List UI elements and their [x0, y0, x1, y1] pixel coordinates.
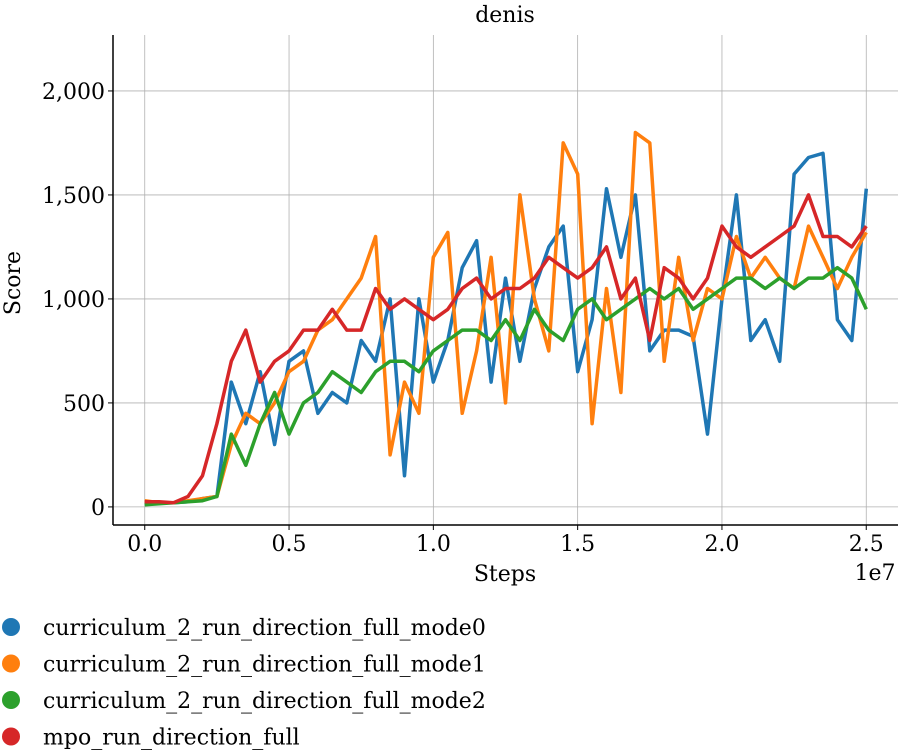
legend-label: curriculum_2_run_direction_full_mode0: [43, 616, 486, 641]
series-line: [144, 265, 868, 507]
x-tick-label: 1.5: [560, 532, 595, 557]
x-tick-label: 1.0: [416, 532, 451, 557]
y-axis-label: Score: [1, 251, 26, 315]
chart-title: denis: [475, 3, 535, 28]
legend-marker: [2, 727, 20, 746]
legend-label: curriculum_2_run_direction_full_mode2: [43, 689, 486, 714]
legend-marker: [2, 618, 20, 636]
series-line: [144, 193, 868, 505]
y-tick-label: 1,000: [42, 288, 105, 313]
y-tick-label: 1,500: [42, 184, 105, 209]
legend-marker: [2, 654, 20, 673]
x-offset-label: 1e7: [854, 561, 895, 586]
y-tick-label: 0: [91, 496, 105, 521]
x-tick-label: 2.5: [849, 532, 884, 557]
x-axis-label: Steps: [474, 562, 536, 587]
x-tick-label: 2.0: [704, 532, 739, 557]
y-tick-label: 500: [63, 392, 105, 417]
x-tick-label: 0.5: [272, 532, 307, 557]
legend-marker: [2, 691, 20, 709]
x-tick-label: 0.0: [127, 532, 162, 557]
series-line: [144, 151, 869, 505]
legend-label: mpo_run_direction_full: [43, 726, 300, 751]
y-tick-label: 2,000: [42, 80, 105, 105]
legend-label: curriculum_2_run_direction_full_mode1: [43, 653, 486, 678]
